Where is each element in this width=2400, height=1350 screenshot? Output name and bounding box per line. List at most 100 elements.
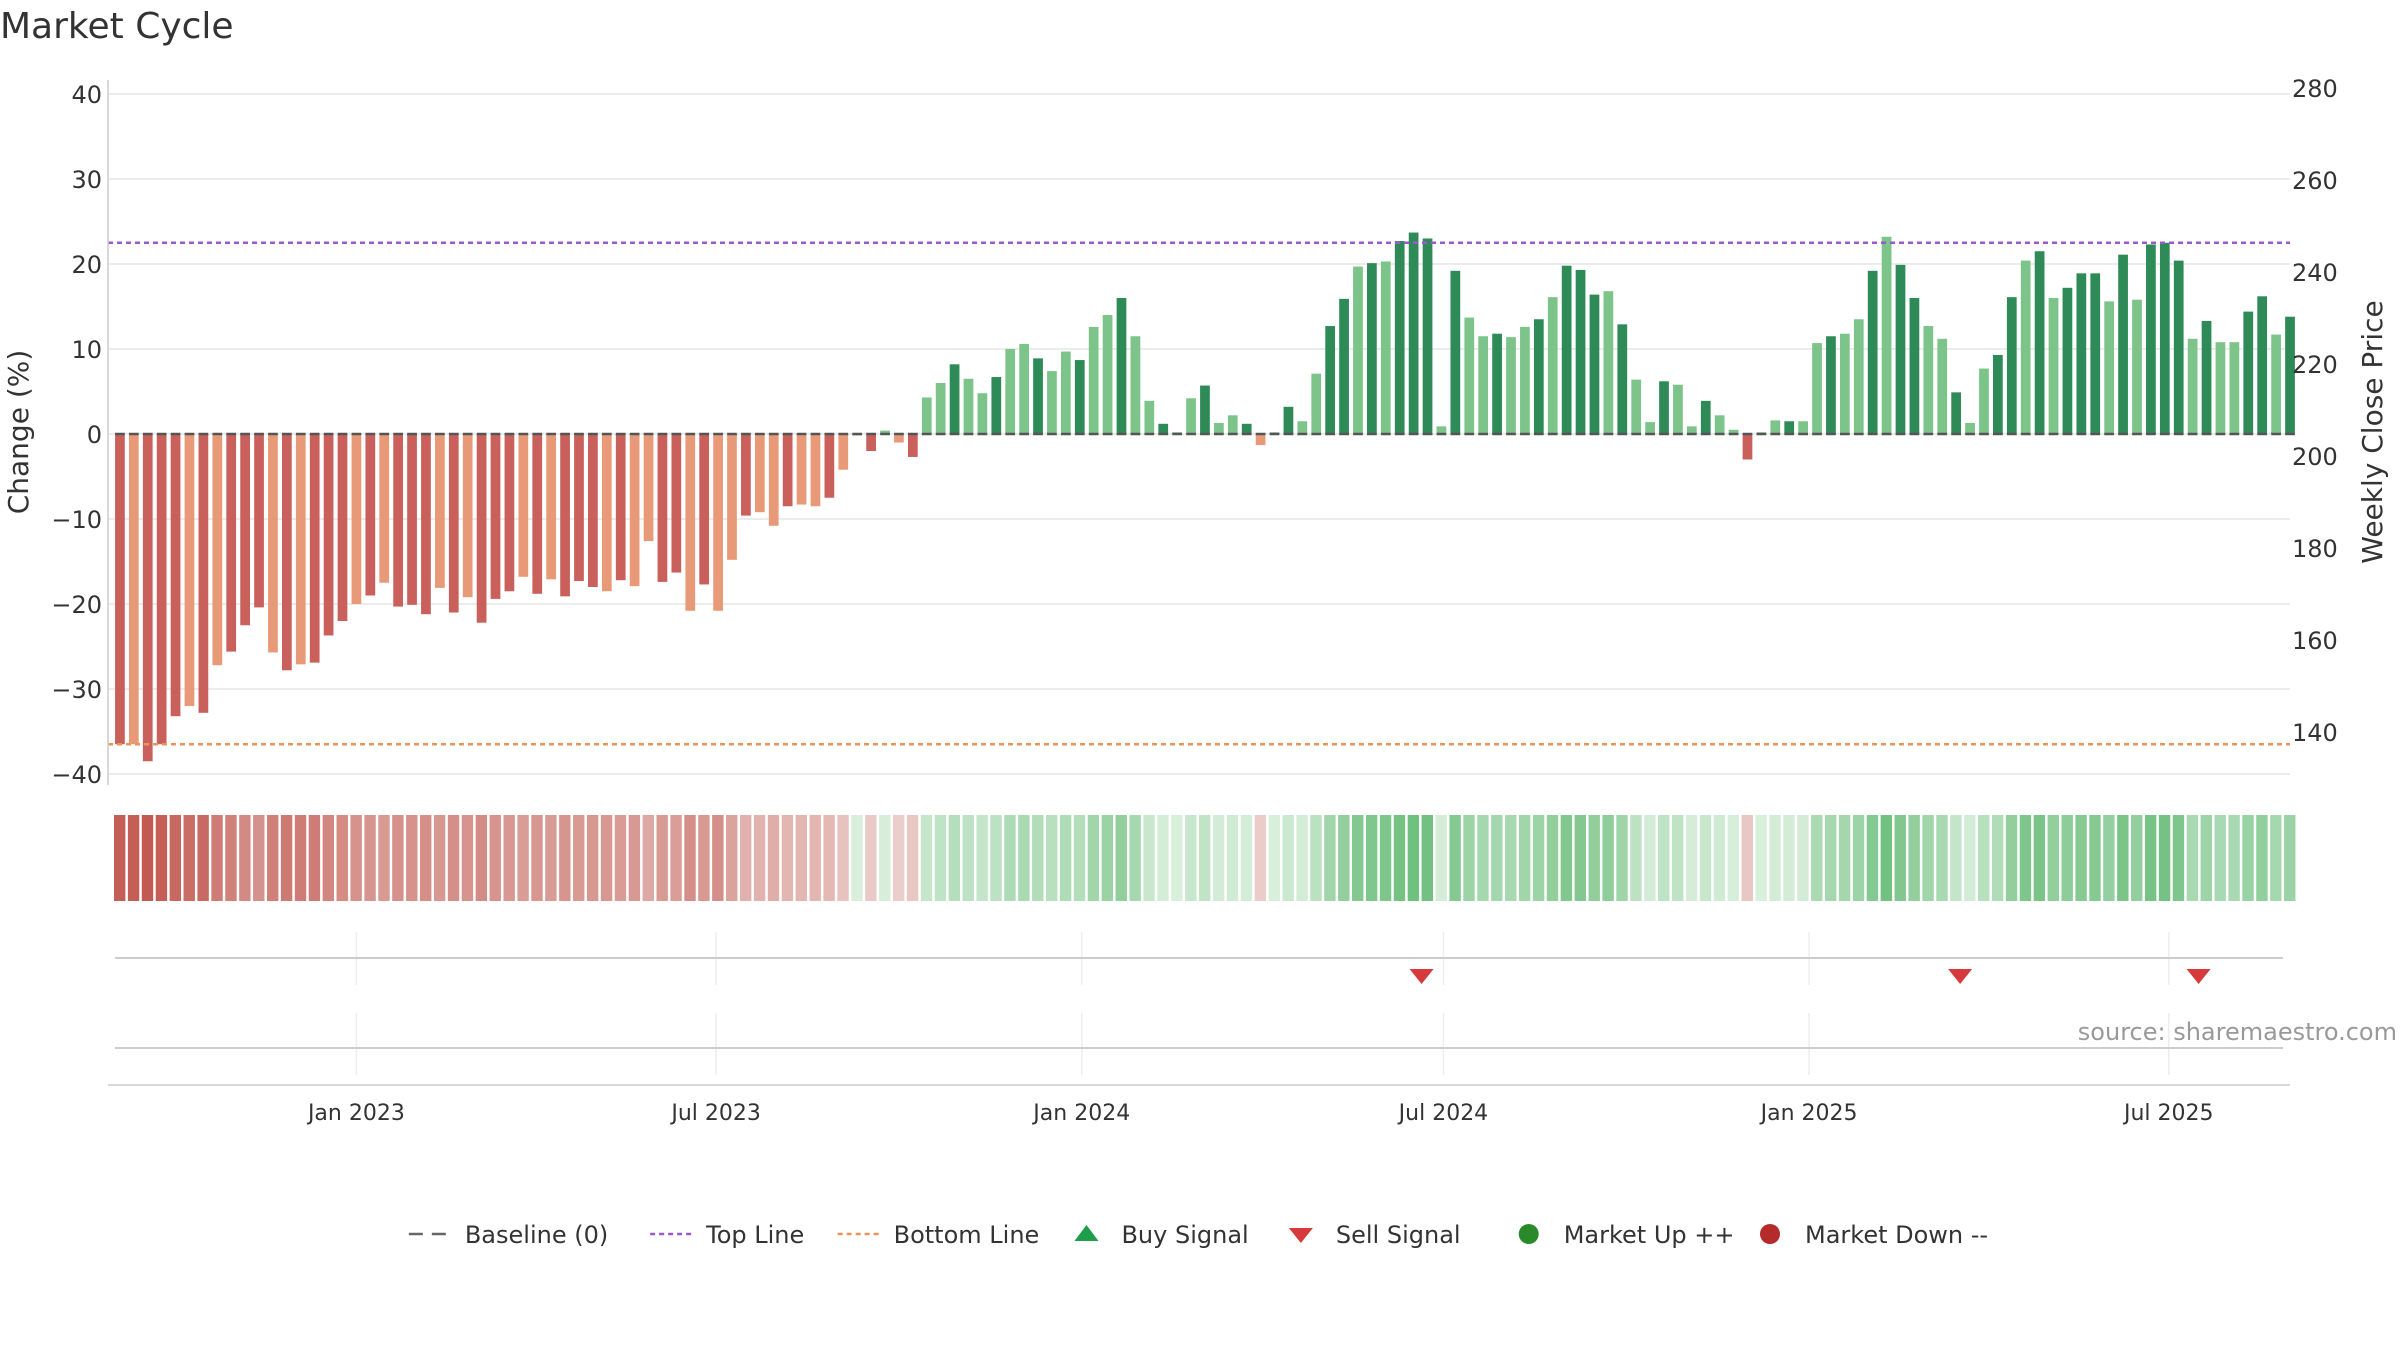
change-bar — [1074, 360, 1085, 434]
cycle-heat-strip — [113, 815, 2296, 901]
heat-cell — [1073, 815, 1086, 901]
change-bar — [1853, 319, 1864, 434]
heat-cell — [1699, 815, 1712, 901]
heat-cell — [322, 815, 335, 901]
heat-cell — [1908, 815, 1920, 901]
heat-cell — [1685, 815, 1698, 901]
change-bar — [685, 434, 696, 611]
change-bar — [1923, 326, 1934, 434]
change-bar — [1867, 270, 1878, 434]
x-tick-label: Jan 2025 — [1759, 1101, 1858, 1126]
heat-cell — [1212, 815, 1225, 901]
y-tick-label: 40 — [71, 81, 102, 109]
heat-cell — [517, 815, 529, 901]
change-bar — [866, 434, 876, 451]
y-tick-label: 30 — [71, 166, 102, 194]
change-bar — [1116, 298, 1127, 434]
change-bar — [574, 434, 584, 582]
sell-signal-marker — [1948, 969, 1973, 984]
heat-cell — [670, 815, 682, 901]
change-bar — [741, 434, 751, 516]
change-bar — [1422, 238, 1433, 434]
heat-cell — [2131, 815, 2143, 901]
change-bar — [1645, 422, 1655, 434]
heat-cell — [1338, 815, 1350, 901]
heat-cell — [2270, 815, 2282, 901]
change-bar — [935, 383, 946, 434]
heat-cell — [1546, 815, 1559, 901]
heat-cell — [2019, 815, 2032, 901]
change-bar — [1436, 426, 1447, 434]
heat-cell — [155, 815, 168, 901]
signal-panel — [115, 932, 2283, 1075]
heat-cell — [420, 815, 432, 901]
legend: Baseline (0) Top Line Bottom Line Buy Signa… — [408, 1221, 1988, 1249]
heat-cell — [211, 815, 223, 901]
sell-signal-marker — [2186, 969, 2211, 984]
change-bar — [991, 377, 1002, 434]
heat-cell — [1310, 815, 1322, 901]
change-bar — [2118, 254, 2128, 434]
change-bar — [281, 434, 292, 671]
change-bar — [1561, 265, 1572, 434]
change-bar — [1033, 358, 1043, 434]
change-bar — [2034, 251, 2045, 434]
change-bar — [365, 434, 376, 596]
change-bar — [824, 434, 835, 498]
chart-title: Market Cycle — [0, 6, 234, 47]
y-tick-label: −10 — [51, 506, 102, 534]
x-tick-label: Jul 2024 — [1397, 1101, 1489, 1126]
x-tick-label: Jan 2023 — [306, 1101, 405, 1126]
change-bar — [1311, 373, 1322, 434]
legend-label: Market Up ++ — [1564, 1221, 1735, 1249]
change-bar — [2215, 342, 2226, 434]
change-bar — [1770, 420, 1781, 434]
legend-label: Sell Signal — [1336, 1221, 1461, 1249]
heat-cell — [809, 815, 821, 901]
heat-cell — [503, 815, 515, 901]
y-tick-label: −30 — [51, 676, 102, 704]
change-bar — [1673, 384, 1683, 434]
change-bar — [1200, 385, 1210, 434]
change-bar — [1909, 298, 1920, 434]
heat-cell — [294, 815, 307, 901]
heat-cell — [1435, 815, 1447, 901]
heat-cell — [1032, 815, 1044, 901]
change-bar — [1394, 241, 1405, 434]
change-bar — [2048, 298, 2059, 434]
change-bar — [254, 434, 264, 608]
y2-tick-label: 220 — [2292, 351, 2338, 379]
heat-cell — [781, 815, 794, 901]
change-bar — [2020, 260, 2031, 434]
change-bar — [1241, 423, 1252, 434]
y2-tick-label: 180 — [2292, 535, 2338, 563]
change-bar — [1283, 406, 1294, 434]
change-bar — [699, 434, 710, 585]
change-bar — [1603, 291, 1614, 434]
heat-cell — [628, 815, 641, 901]
legend-label: Top Line — [705, 1221, 804, 1249]
legend-swatch — [1518, 1224, 1539, 1244]
change-bar — [226, 434, 237, 652]
heat-cell — [1783, 815, 1795, 901]
x-axis: Jan 2023 Jul 2023 Jan 2024 Jul 2024 Jan 2025… — [108, 1084, 2290, 1126]
change-bar — [2090, 273, 2101, 434]
heat-cell — [1991, 815, 2004, 901]
y2-tick-label: 260 — [2292, 167, 2338, 195]
change-bar — [212, 434, 223, 666]
change-bar — [1297, 421, 1308, 434]
heat-cell — [1407, 815, 1420, 901]
heat-cell — [1129, 815, 1141, 901]
heat-cell — [2075, 815, 2087, 901]
heat-cell — [253, 815, 265, 901]
heat-cell — [545, 815, 557, 901]
heat-cell — [197, 815, 209, 901]
heat-cell — [1268, 815, 1280, 901]
change-bar — [754, 434, 765, 513]
y2-tick-label: 280 — [2292, 75, 2338, 103]
y2-axis-label: Weekly Close Price — [2356, 300, 2389, 563]
change-bar — [2271, 334, 2281, 434]
change-bar — [949, 364, 960, 434]
heat-cell — [2256, 815, 2268, 901]
change-bar — [337, 434, 348, 621]
